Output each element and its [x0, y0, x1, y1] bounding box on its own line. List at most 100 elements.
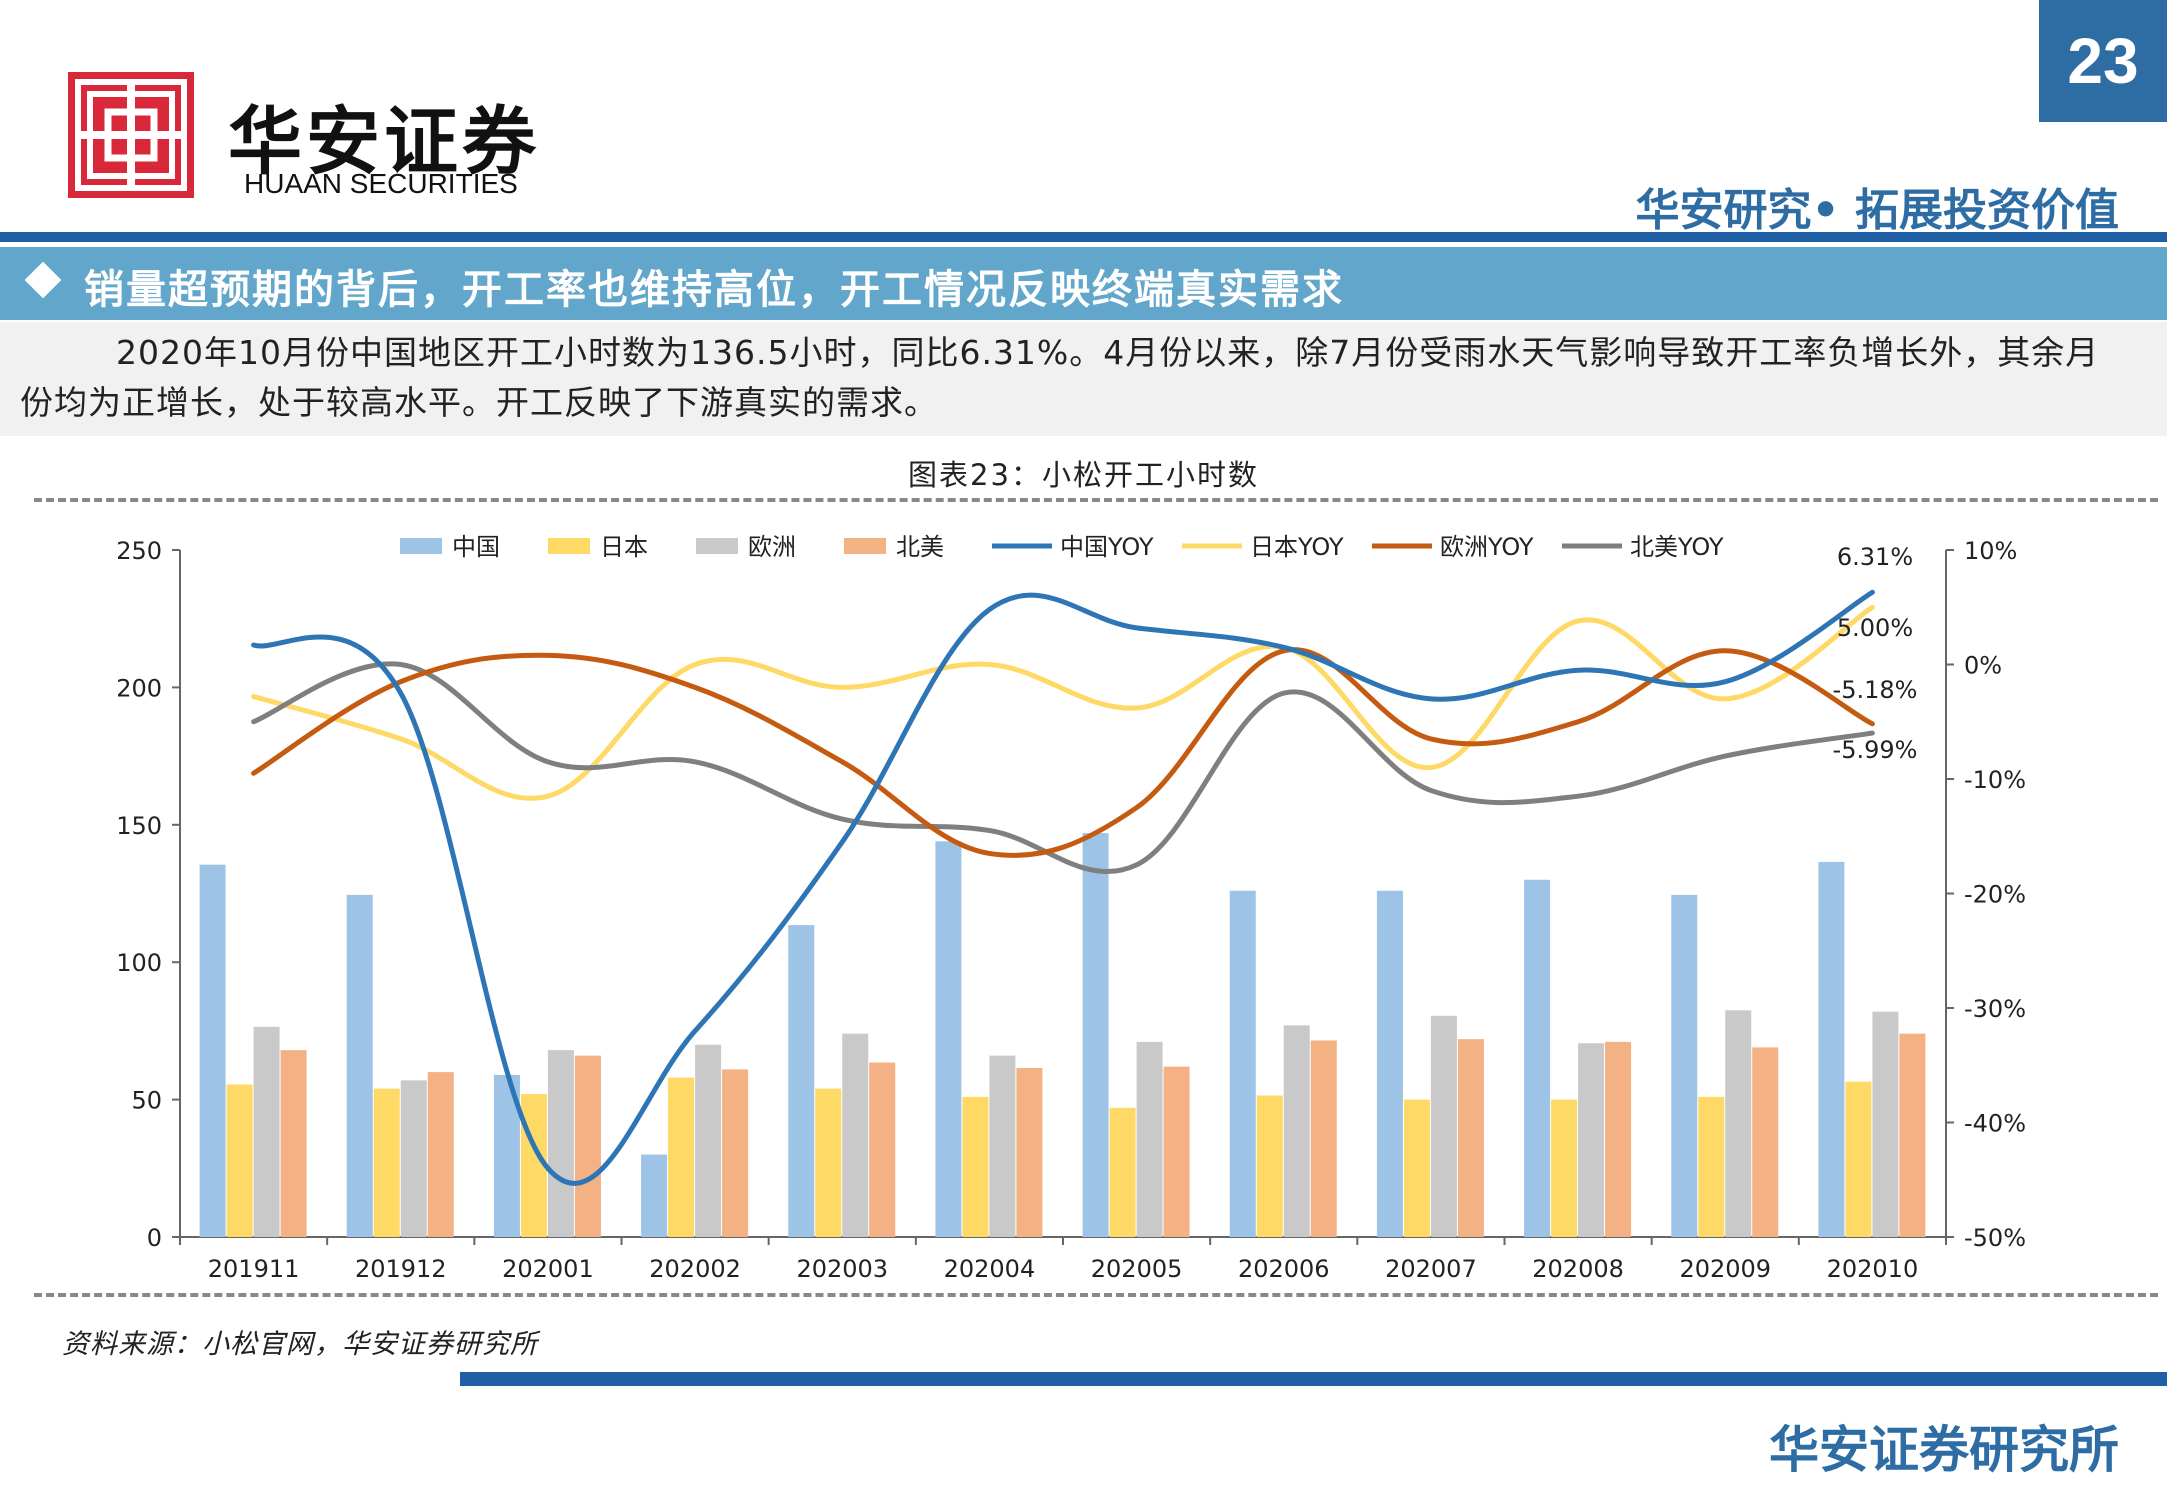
bar-欧洲-201912	[400, 1080, 427, 1237]
bar-中国-201912	[346, 894, 373, 1237]
bar-欧洲-202008	[1578, 1043, 1605, 1237]
bar-北美-202005	[1163, 1066, 1190, 1237]
bar-中国-202006	[1229, 890, 1256, 1237]
page-number: 23	[2039, 0, 2167, 122]
legend-swatch-北美	[844, 538, 886, 554]
bottom-rule	[460, 1372, 2167, 1386]
bar-中国-202007	[1376, 890, 1403, 1237]
y-right-tick-label: -40%	[1964, 1110, 2026, 1138]
bar-日本-202002	[668, 1077, 695, 1237]
bar-北美-202009	[1752, 1047, 1779, 1237]
description-box: 2020年10月份中国地区开工小时数为136.5小时，同比6.31%。4月份以来…	[0, 322, 2167, 436]
bar-北美-202007	[1457, 1039, 1484, 1237]
line-北美YOY	[251, 661, 1875, 875]
bar-中国-202003	[788, 925, 815, 1237]
x-tick-label: 202005	[1091, 1255, 1183, 1283]
section-header: 销量超预期的背后，开工率也维持高位，开工情况反映终端真实需求	[0, 247, 2167, 320]
bar-欧洲-202006	[1283, 1025, 1310, 1237]
x-tick-label: 202010	[1827, 1255, 1919, 1283]
bar-欧洲-202010	[1872, 1011, 1899, 1237]
bar-中国-202002	[641, 1154, 668, 1237]
bar-日本-201912	[373, 1088, 400, 1237]
y-left-tick-label: 0	[147, 1224, 162, 1252]
bar-北美-202006	[1310, 1040, 1337, 1237]
y-right-tick-label: -10%	[1964, 766, 2026, 794]
bar-日本-202005	[1109, 1107, 1136, 1237]
bar-中国-202009	[1671, 894, 1698, 1237]
bar-日本-202003	[815, 1088, 842, 1237]
y-right-tick-label: -30%	[1964, 995, 2026, 1023]
bar-日本-202004	[962, 1096, 989, 1237]
bar-北美-202002	[722, 1069, 749, 1237]
description-text: 2020年10月份中国地区开工小时数为136.5小时，同比6.31%。4月份以来…	[20, 333, 2100, 422]
x-tick-label: 201912	[355, 1255, 447, 1283]
bar-欧洲-202005	[1136, 1041, 1163, 1237]
bar-欧洲-202001	[547, 1050, 574, 1237]
y-left-tick-label: 100	[116, 949, 162, 977]
brand-name-cn: 华安证券	[228, 99, 540, 185]
bar-欧洲-202003	[842, 1033, 869, 1237]
x-tick-label: 202008	[1532, 1255, 1624, 1283]
legend-label-北美YOY: 北美YOY	[1630, 533, 1724, 561]
chart-bottom-divider	[34, 1293, 2158, 1297]
bar-日本-202008	[1551, 1099, 1578, 1237]
x-tick-label: 202006	[1238, 1255, 1330, 1283]
bar-北美-202004	[1016, 1067, 1043, 1237]
y-right-tick-label: -50%	[1964, 1224, 2026, 1252]
y-right-tick-label: 0%	[1964, 652, 2002, 680]
bar-日本-201911	[226, 1084, 253, 1237]
y-right-tick-label: 10%	[1964, 537, 2017, 565]
source-note: 资料来源：小松官网，华安证券研究所	[62, 1329, 538, 1360]
legend-label-日本: 日本	[600, 533, 648, 561]
brand-logo	[68, 72, 194, 198]
data-label: 5.00%	[1837, 614, 1913, 642]
brand-name-en: HUAAN SECURITIES	[244, 168, 518, 199]
legend-label-欧洲YOY: 欧洲YOY	[1440, 533, 1534, 561]
legend-swatch-日本	[548, 538, 590, 554]
bar-欧洲-202004	[989, 1055, 1016, 1237]
legend-swatch-欧洲	[696, 538, 738, 554]
x-tick-label: 202007	[1385, 1255, 1477, 1283]
x-tick-label: 202004	[944, 1255, 1036, 1283]
bar-日本-202009	[1698, 1096, 1725, 1237]
legend-label-北美: 北美	[896, 533, 944, 561]
data-label: -5.18%	[1833, 676, 1918, 704]
legend-label-欧洲: 欧洲	[748, 533, 796, 561]
bar-中国-202005	[1082, 833, 1109, 1237]
line-中国YOY	[251, 589, 1875, 1186]
legend-swatch-中国	[400, 538, 442, 554]
bar-欧洲-202007	[1430, 1015, 1457, 1237]
bar-中国-202008	[1524, 879, 1551, 1237]
x-tick-label: 202003	[796, 1255, 888, 1283]
legend-label-中国YOY: 中国YOY	[1060, 533, 1154, 561]
y-left-tick-label: 50	[131, 1087, 162, 1115]
bar-中国-201911	[199, 864, 226, 1237]
y-left-tick-label: 200	[116, 674, 162, 702]
y-left-tick-label: 150	[116, 812, 162, 840]
legend-label-中国: 中国	[452, 533, 500, 561]
bar-北美-202008	[1605, 1041, 1632, 1237]
bar-欧洲-202002	[695, 1044, 722, 1237]
section-title: 销量超预期的背后，开工率也维持高位，开工情况反映终端真实需求	[84, 267, 1344, 313]
top-rule	[0, 232, 2167, 242]
bar-北美-201912	[427, 1072, 454, 1237]
bar-北美-202003	[869, 1062, 896, 1237]
bar-中国-202010	[1818, 861, 1845, 1237]
slogan: 华安研究• 拓展投资价值	[1635, 185, 2119, 236]
line-欧洲YOY	[251, 647, 1875, 858]
data-label: 6.31%	[1837, 543, 1913, 571]
bar-欧洲-202009	[1725, 1010, 1752, 1237]
x-tick-label: 202002	[649, 1255, 741, 1283]
bar-北美-202001	[574, 1055, 601, 1237]
footer-brand: 华安证券研究所	[1769, 1421, 2119, 1479]
chart-caption: 图表23：小松开工小时数	[908, 458, 1259, 492]
x-tick-label: 202001	[502, 1255, 594, 1283]
bar-日本-202006	[1256, 1095, 1283, 1237]
y-right-tick-label: -20%	[1964, 881, 2026, 909]
bar-欧洲-201911	[253, 1026, 280, 1237]
y-left-tick-label: 250	[116, 537, 162, 565]
bar-北美-202010	[1899, 1033, 1926, 1237]
bar-日本-202010	[1845, 1081, 1872, 1237]
bar-中国-202004	[935, 841, 962, 1237]
